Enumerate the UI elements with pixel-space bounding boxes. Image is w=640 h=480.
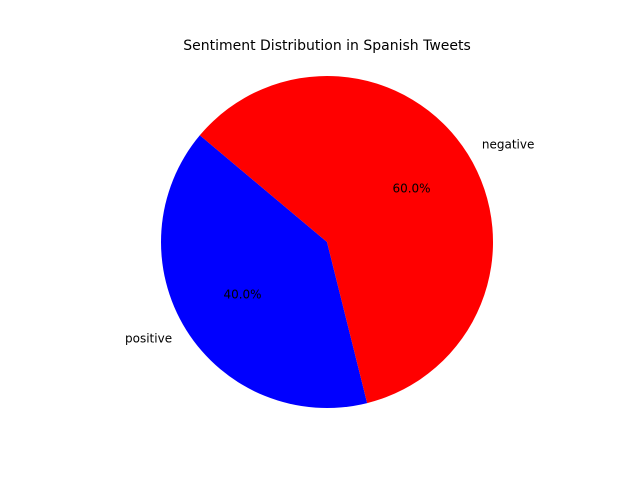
slice-label-positive: positive — [125, 331, 172, 345]
pie-slice-negative — [199, 75, 494, 404]
slice-label-negative: negative — [482, 138, 534, 152]
slice-percent-positive: 40.0% — [223, 287, 261, 301]
pie-labels: positive 40.0% negative 60.0% — [125, 138, 534, 346]
slice-percent-negative: 60.0% — [392, 182, 430, 196]
pie-slices — [161, 75, 494, 408]
pie-slice-positive — [161, 135, 368, 408]
chart-title: Sentiment Distribution in Spanish Tweets — [183, 38, 471, 54]
